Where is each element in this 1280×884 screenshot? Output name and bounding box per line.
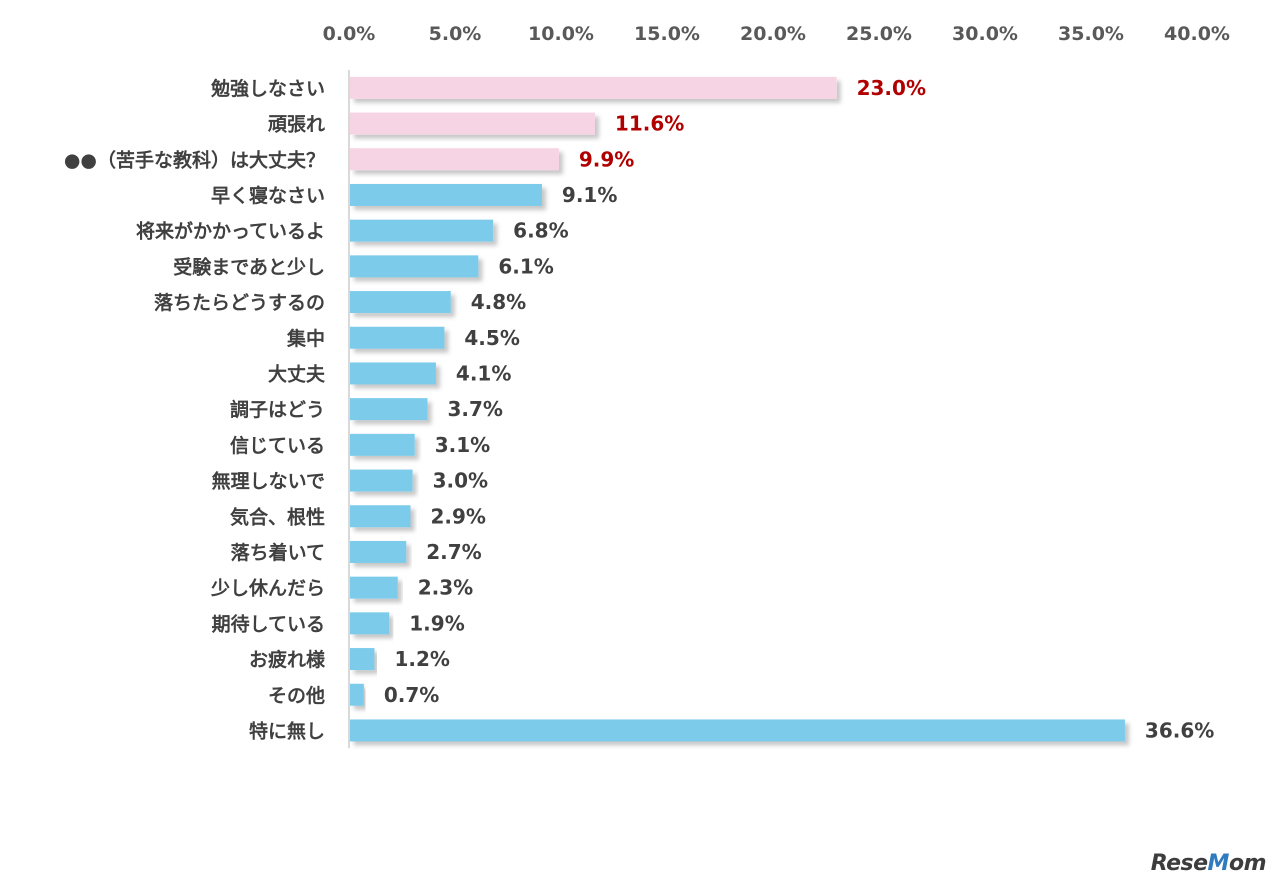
bar — [350, 148, 559, 171]
category-label: 将来がかかっているよ — [136, 220, 325, 243]
bar — [350, 398, 428, 421]
x-tick-label: 20.0% — [740, 23, 806, 45]
bars — [350, 76, 1125, 742]
data-label: 4.5% — [464, 326, 519, 350]
bar — [350, 112, 595, 135]
bar — [350, 291, 451, 314]
bar — [350, 683, 364, 706]
category-label: その他 — [268, 684, 325, 707]
logo-accent: M — [1207, 851, 1230, 876]
data-label: 2.7% — [426, 540, 481, 564]
x-tick-label: 5.0% — [429, 23, 482, 45]
bar — [350, 469, 413, 492]
category-label: 落ち着いて — [231, 541, 325, 564]
category-label: 集中 — [286, 327, 325, 350]
category-label: ●●（苦手な教科）は大丈夫？ — [64, 148, 325, 171]
x-axis-ticks: 0.0% 5.0% 10.0% 15.0% 20.0% 25.0% 30.0% 35.0% 40… — [323, 23, 1230, 45]
x-tick-label: 10.0% — [528, 23, 594, 45]
bar — [350, 433, 415, 456]
data-label: 4.8% — [471, 290, 526, 314]
category-label: 頑張れ — [267, 114, 325, 136]
bar — [350, 505, 411, 528]
x-tick-label: 0.0% — [323, 23, 376, 45]
bar — [350, 255, 479, 278]
data-label: 6.8% — [513, 219, 568, 243]
bar — [350, 648, 375, 671]
category-label: 無理しないで — [212, 470, 325, 493]
data-label: 36.6% — [1145, 718, 1214, 742]
category-label: 大丈夫 — [268, 362, 326, 385]
data-label: 0.7% — [384, 683, 439, 707]
category-label: 調子はどう — [230, 398, 325, 421]
resemom-logo: ReseMom — [1150, 851, 1267, 876]
category-label: 少し休んだら — [210, 578, 325, 600]
data-label: 3.1% — [435, 433, 490, 457]
category-label: 勉強しなさい — [210, 77, 325, 100]
bar — [350, 219, 494, 242]
x-tick-label: 40.0% — [1164, 23, 1230, 45]
data-label: 2.9% — [430, 504, 485, 528]
data-label: 23.0% — [857, 76, 926, 100]
category-label: 落ちたらどうするの — [154, 291, 325, 314]
value-labels: 23.0% 11.6% 9.9% 9.1% 6.8% 6.1% 4.8% 4.5% 4.1% 3.… — [384, 76, 1214, 743]
category-label: 受験まであと少し — [173, 255, 325, 278]
logo-suffix: om — [1228, 851, 1267, 876]
x-tick-label: 30.0% — [952, 23, 1018, 45]
data-label: 9.1% — [562, 183, 617, 207]
data-label: 4.1% — [456, 361, 511, 385]
category-label: お疲れ様 — [249, 648, 326, 671]
category-label: 気合、根性 — [230, 505, 325, 528]
category-label: 期待している — [212, 612, 325, 635]
data-label: 2.3% — [418, 576, 473, 600]
data-label: 1.2% — [394, 647, 449, 671]
bar — [350, 612, 390, 635]
logo-prefix: Rese — [1150, 851, 1208, 876]
data-label: 6.1% — [498, 254, 553, 278]
bar — [350, 576, 398, 599]
x-tick-label: 25.0% — [846, 23, 912, 45]
bar — [350, 326, 445, 349]
data-label: 11.6% — [615, 112, 684, 136]
bar — [350, 540, 407, 563]
category-label: 信じている — [230, 434, 325, 457]
category-label: 早く寝なさい — [211, 184, 325, 207]
bar — [350, 183, 542, 206]
data-label: 1.9% — [409, 611, 464, 635]
data-label: 3.7% — [447, 397, 502, 421]
data-label: 3.0% — [433, 469, 488, 493]
x-tick-label: 15.0% — [634, 23, 700, 45]
data-label: 9.9% — [579, 147, 634, 171]
bar — [350, 362, 436, 385]
bar — [350, 76, 837, 99]
category-label: 特に無し — [249, 719, 325, 742]
bar — [350, 719, 1125, 742]
x-tick-label: 35.0% — [1058, 23, 1124, 45]
